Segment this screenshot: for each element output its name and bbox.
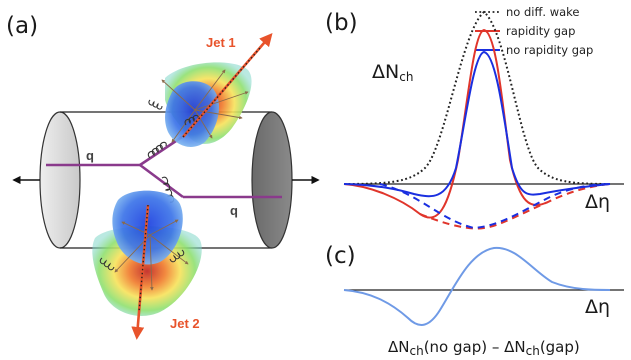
gluon-curls [147, 141, 175, 203]
jet1-wake [148, 33, 273, 147]
jet2-arrow [131, 204, 150, 340]
panel-label-a: (a) [6, 13, 38, 39]
collider-cylinder [12, 111, 320, 249]
jet1-arrow [182, 33, 273, 138]
quark-label-upper: q [86, 148, 94, 163]
curve-difference [343, 246, 611, 326]
legend-label-2: no rapidity gap [506, 43, 593, 57]
curve-no-rapidity-gap-dashed [379, 183, 611, 230]
plot-b-xlabel: Δη [585, 191, 610, 213]
plot-c-xlabel: Δη [585, 296, 610, 318]
jet1-label: Jet 1 [206, 35, 236, 50]
legend-label-1: rapidity gap [506, 24, 575, 38]
panel-label-c: (c) [325, 243, 356, 269]
quark-lines [46, 135, 282, 199]
panel-label-b: (b) [325, 10, 358, 36]
plot-b-ylabel: ΔNch [372, 61, 413, 84]
quark-label-lower: q [230, 203, 238, 218]
jet2-label: Jet 2 [170, 316, 200, 331]
curve-rapidity-gap-dashed [419, 183, 611, 230]
legend-label-0: no diff. wake [506, 5, 580, 19]
curve-no-rapidity-gap-solid [343, 50, 611, 198]
plot-b-legend: no diff. wake rapidity gap no rapidity g… [475, 5, 593, 57]
plot-c-caption: ΔNch(no gap) – ΔNch(gap) [388, 338, 580, 358]
jet2-wake [92, 190, 202, 340]
curve-no-diff-wake [343, 10, 611, 185]
